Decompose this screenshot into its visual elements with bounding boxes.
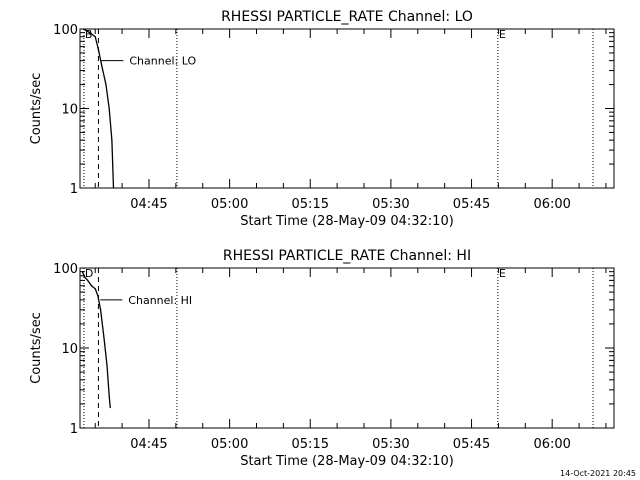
- x-tick-label: 05:45: [453, 197, 490, 212]
- x-tick-label: 04:45: [130, 437, 167, 452]
- x-tick-label: 05:15: [292, 437, 329, 452]
- footer-timestamp: 14-Oct-2021 20:45: [560, 469, 636, 478]
- x-tick-label: 05:00: [211, 197, 248, 212]
- data-point: [108, 395, 110, 397]
- x-tick-label: 05:45: [453, 437, 490, 452]
- data-point: [105, 83, 107, 86]
- y-tick-label: 100: [53, 262, 78, 277]
- data-point: [97, 295, 99, 297]
- data-point: [103, 335, 105, 337]
- y-tick-label: 10: [61, 342, 78, 357]
- x-tick-label: 05:30: [372, 437, 409, 452]
- y-tick-label: 10: [61, 103, 78, 118]
- data-point: [81, 271, 83, 273]
- event-marker-label: D: [85, 267, 93, 280]
- data-point: [109, 406, 111, 409]
- series-label: Channel: LO: [129, 55, 196, 68]
- series-label: Channel: HI: [128, 294, 192, 307]
- data-point: [87, 279, 89, 281]
- chart-title: RHESSI PARTICLE_RATE Channel: HI: [223, 248, 471, 264]
- x-axis-label: Start Time (28-May-09 04:32:10): [240, 454, 454, 469]
- data-point: [106, 365, 108, 367]
- event-marker-label: E: [499, 267, 506, 280]
- chart-panel-2: RHESSI PARTICLE_RATE Channel: HI 1 10 100 Co…: [29, 248, 615, 469]
- data-point: [83, 276, 86, 278]
- x-tick-label: 04:45: [130, 197, 167, 212]
- data-point: [90, 285, 93, 287]
- data-series-line: [83, 28, 115, 189]
- data-point: [90, 32, 92, 35]
- y-axis-label: Counts/sec: [29, 73, 44, 145]
- y-axis-label: Counts/sec: [29, 312, 44, 384]
- data-point: [94, 36, 96, 38]
- data-point: [97, 49, 100, 51]
- x-tick-label: 05:15: [292, 197, 329, 212]
- data-point: [82, 28, 84, 30]
- x-tick-label: 05:00: [211, 437, 248, 452]
- data-point: [94, 288, 96, 290]
- data-point: [86, 30, 88, 32]
- chart-title: RHESSI PARTICLE_RATE Channel: LO: [221, 9, 473, 25]
- x-tick-label: 05:30: [372, 197, 409, 212]
- data-point: [108, 107, 110, 110]
- x-tick-label: 06:00: [533, 197, 570, 212]
- data-point: [99, 309, 102, 311]
- y-tick-label: 1: [70, 422, 78, 437]
- y-tick-label: 100: [53, 23, 78, 38]
- data-point: [111, 139, 113, 141]
- x-tick-label: 06:00: [533, 437, 570, 452]
- data-point: [112, 187, 115, 189]
- event-marker-label: E: [499, 28, 506, 41]
- y-tick-label: 1: [70, 182, 78, 197]
- x-axis-label: Start Time (28-May-09 04:32:10): [240, 214, 454, 229]
- chart-panel-1: RHESSI PARTICLE_RATE Channel: LO 1 10 100 Co…: [29, 9, 615, 229]
- event-marker-label: B: [85, 28, 93, 41]
- data-point: [101, 64, 103, 66]
